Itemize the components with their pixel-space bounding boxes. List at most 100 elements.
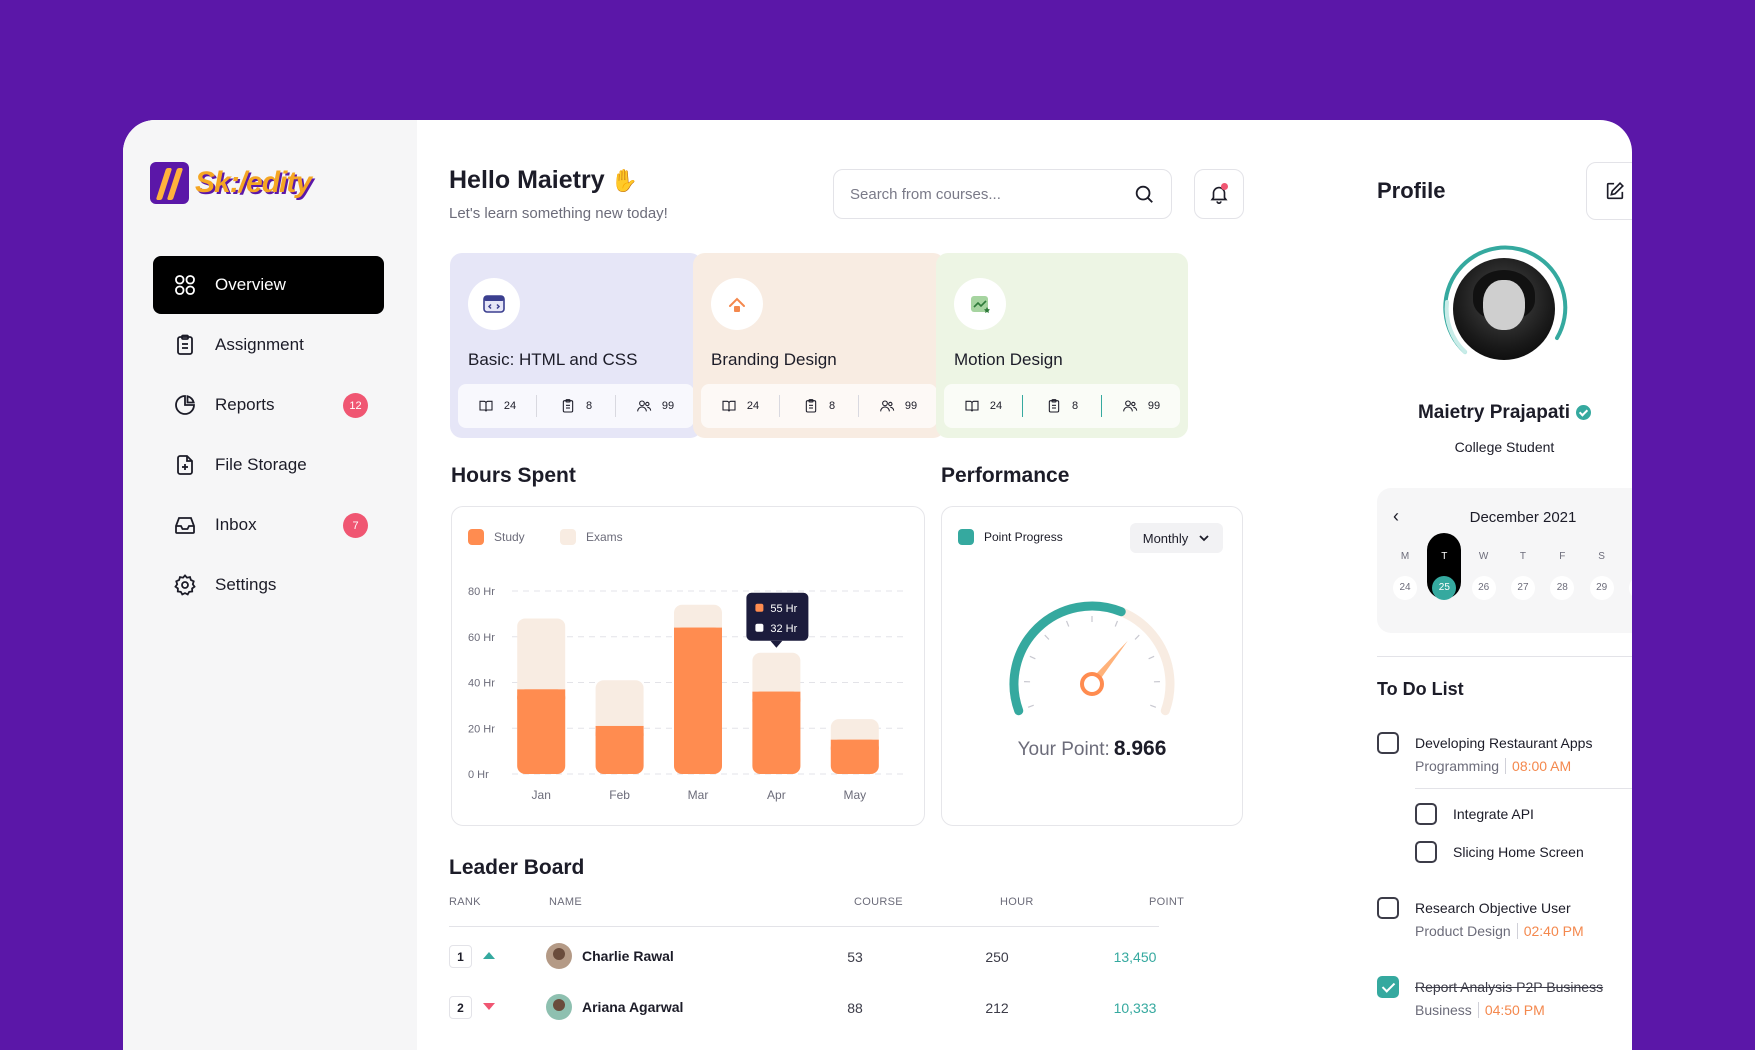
course-card-html-css[interactable]: Basic: HTML and CSS 24 8 99: [450, 253, 702, 438]
subtask-divider: [1415, 788, 1632, 789]
calendar-day[interactable]: T 27: [1510, 546, 1535, 600]
avatar: [546, 994, 572, 1020]
profile-role: College Student: [1454, 439, 1555, 455]
column-header-course: COURSE: [854, 896, 903, 908]
inbox-count-badge: 7: [343, 513, 368, 538]
todo-checkbox[interactable]: [1377, 897, 1399, 919]
page-title: Hello Maietry ✋: [449, 166, 638, 195]
students-count: 99: [1147, 400, 1161, 412]
brand-logo[interactable]: Sk:/edity: [150, 162, 312, 204]
leaderboard-title: Leader Board: [449, 856, 585, 879]
todo-category: Business: [1415, 1002, 1472, 1018]
weekday-label: M: [1400, 551, 1410, 562]
lessons-count: 24: [989, 400, 1003, 412]
sidebar-item-overview[interactable]: Overview: [153, 256, 384, 314]
grid-icon: [175, 275, 195, 295]
clipboard-icon: [1048, 399, 1060, 413]
tooltip-exams-value: 32 Hr: [770, 623, 797, 635]
performance-panel: Point Progress Monthly Your Point: 8.966: [941, 506, 1243, 826]
todo-checkbox[interactable]: [1415, 841, 1437, 863]
logo-mark-icon: [150, 162, 189, 204]
brand-name: Sk:/edity: [195, 166, 312, 199]
house-arrow-icon: [711, 278, 763, 330]
sidebar-item-file-storage[interactable]: File Storage: [153, 436, 384, 494]
mini-calendar: ‹ December 2021 › M24 T25 W26 T27 F28 S2…: [1377, 488, 1632, 633]
sidebar-item-assignment[interactable]: Assignment: [153, 316, 384, 374]
course-count: 88: [847, 1000, 863, 1016]
todo-text: Research Objective User: [1415, 900, 1571, 916]
todo-meta: Business 04:50 PM: [1415, 1002, 1545, 1018]
profile-avatar[interactable]: [1453, 258, 1555, 360]
todo-checkbox-checked[interactable]: [1377, 976, 1399, 998]
todo-time: 04:50 PM: [1477, 1002, 1545, 1018]
column-header-rank: RANK: [449, 896, 481, 908]
gauge-tick: [1134, 634, 1140, 640]
table-row[interactable]: 1 Charlie Rawal 53 250 13,450: [449, 936, 1159, 976]
students-stat: 99: [616, 395, 694, 417]
gauge-tick: [1027, 704, 1034, 708]
day-number: 25: [1432, 576, 1457, 600]
todo-text: Slicing Home Screen: [1453, 844, 1584, 860]
legend-exams: Exams: [560, 529, 623, 545]
todo-checkbox[interactable]: [1415, 803, 1437, 825]
gauge-progress: [1009, 601, 1126, 716]
bar-study-cap: [674, 627, 722, 638]
book-icon: [479, 400, 493, 412]
column-header-point: POINT: [1149, 896, 1185, 908]
page-subtitle: Let's learn something new today!: [449, 205, 668, 222]
chevron-left-icon[interactable]: ‹: [1393, 506, 1399, 526]
performance-gauge: [1009, 601, 1175, 716]
legend-point-progress: Point Progress: [958, 529, 1063, 545]
users-icon: [880, 400, 895, 412]
table-row[interactable]: 2 Ariana Agarwal 88 212 10,333: [449, 987, 1159, 1027]
course-title: Basic: HTML and CSS: [468, 350, 638, 369]
period-dropdown[interactable]: Monthly: [1130, 523, 1223, 553]
legend-swatch-exams: [560, 529, 576, 545]
todo-text: Developing Restaurant Apps: [1415, 735, 1593, 751]
course-card-motion-design[interactable]: Motion Design 24 8 99: [936, 253, 1188, 438]
rank-badge: 2: [449, 996, 472, 1019]
bar-study: [752, 691, 801, 774]
y-tick-label: 0 Hr: [468, 769, 489, 781]
clipboard-icon: [177, 334, 193, 355]
calendar-day[interactable]: S 29: [1589, 546, 1614, 600]
calendar-day[interactable]: M 24: [1393, 546, 1417, 600]
sidebar-item-inbox[interactable]: Inbox 7: [153, 496, 384, 554]
sidebar-nav: Overview Assignment Reports 12 File Stor…: [153, 256, 384, 616]
search-bar[interactable]: [833, 169, 1172, 219]
column-header-name: NAME: [549, 896, 582, 908]
sidebar-item-label: Reports: [215, 395, 275, 414]
calendar-day-selected[interactable]: T 25: [1427, 533, 1462, 600]
trend-down-icon: [483, 1003, 495, 1010]
students-count: 99: [904, 400, 918, 412]
avatar: [546, 943, 572, 969]
avatar-progress-ring: [1443, 245, 1568, 354]
edit-profile-button[interactable]: [1586, 162, 1632, 220]
y-tick-label: 40 Hr: [468, 678, 495, 690]
students-stat: 99: [1101, 395, 1180, 417]
students-stat: 99: [859, 395, 937, 417]
course-card-branding-design[interactable]: Branding Design 24 8 99: [693, 253, 945, 438]
assignments-count: 8: [585, 400, 593, 412]
your-point: Your Point: 8.966: [942, 737, 1242, 761]
sidebar-item-settings[interactable]: Settings: [153, 556, 384, 614]
calendar-day[interactable]: F 28: [1550, 546, 1575, 600]
sidebar-item-reports[interactable]: Reports 12: [153, 376, 384, 434]
tooltip-swatch-exams: [755, 623, 764, 632]
course-title: Motion Design: [954, 350, 1063, 369]
calendar-day[interactable]: W 26: [1471, 546, 1496, 600]
notifications-button[interactable]: [1194, 169, 1244, 219]
bar-study-cap: [517, 689, 566, 700]
search-icon[interactable]: [1133, 183, 1155, 205]
legend-swatch-progress: [958, 529, 974, 545]
period-value: Monthly: [1142, 530, 1189, 546]
todo-checkbox[interactable]: [1377, 732, 1399, 754]
search-input[interactable]: [850, 185, 1133, 203]
chevron-down-icon: [1199, 535, 1209, 542]
students-count: 99: [661, 400, 675, 412]
x-tick-label: Apr: [767, 788, 786, 802]
greeting-text: Hello Maietry: [449, 166, 605, 194]
x-tick-label: Jan: [532, 788, 551, 802]
users-icon: [1123, 400, 1138, 412]
calendar-day[interactable]: S 30: [1628, 546, 1632, 600]
